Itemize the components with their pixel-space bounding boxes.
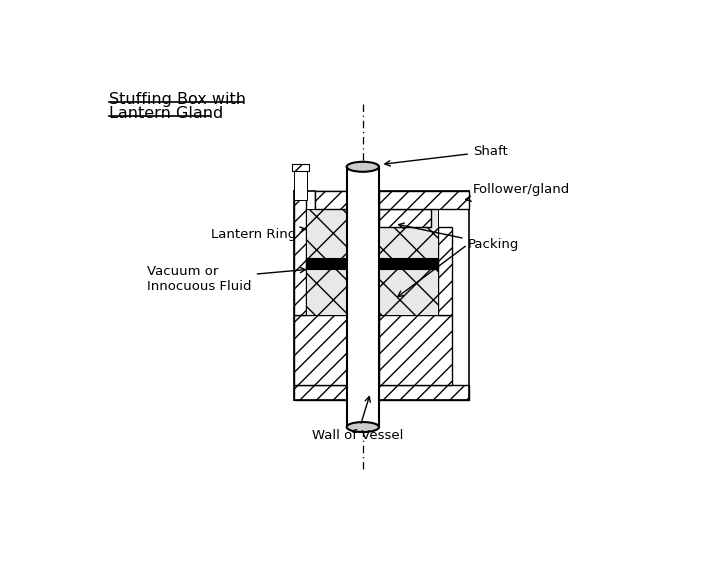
Bar [306,209,346,258]
Bar [379,316,452,385]
Bar [294,171,307,200]
Bar [294,316,346,385]
Bar [379,209,431,227]
Text: Vacuum or
Innocuous Fluid: Vacuum or Innocuous Fluid [148,265,305,293]
Bar [379,258,438,269]
Text: Lantern Gland: Lantern Gland [109,106,223,121]
Bar [315,191,346,209]
Text: Wall of Vessel: Wall of Vessel [312,397,403,442]
Bar [292,164,309,171]
Ellipse shape [346,162,379,172]
Ellipse shape [346,422,379,432]
Bar [346,167,379,427]
Bar [306,269,346,316]
Text: Lantern Ring: Lantern Ring [211,227,305,241]
Bar [315,191,346,209]
Text: Stuffing Box with: Stuffing Box with [109,92,246,107]
Bar [306,258,346,269]
Text: Follower/gland: Follower/gland [466,183,570,201]
Bar [379,269,438,316]
Bar [294,191,306,316]
Text: Shaft: Shaft [385,145,508,166]
Bar [438,227,452,316]
Text: Packing: Packing [399,223,519,251]
Bar [379,191,469,209]
Bar [379,209,438,258]
Bar [294,385,469,400]
